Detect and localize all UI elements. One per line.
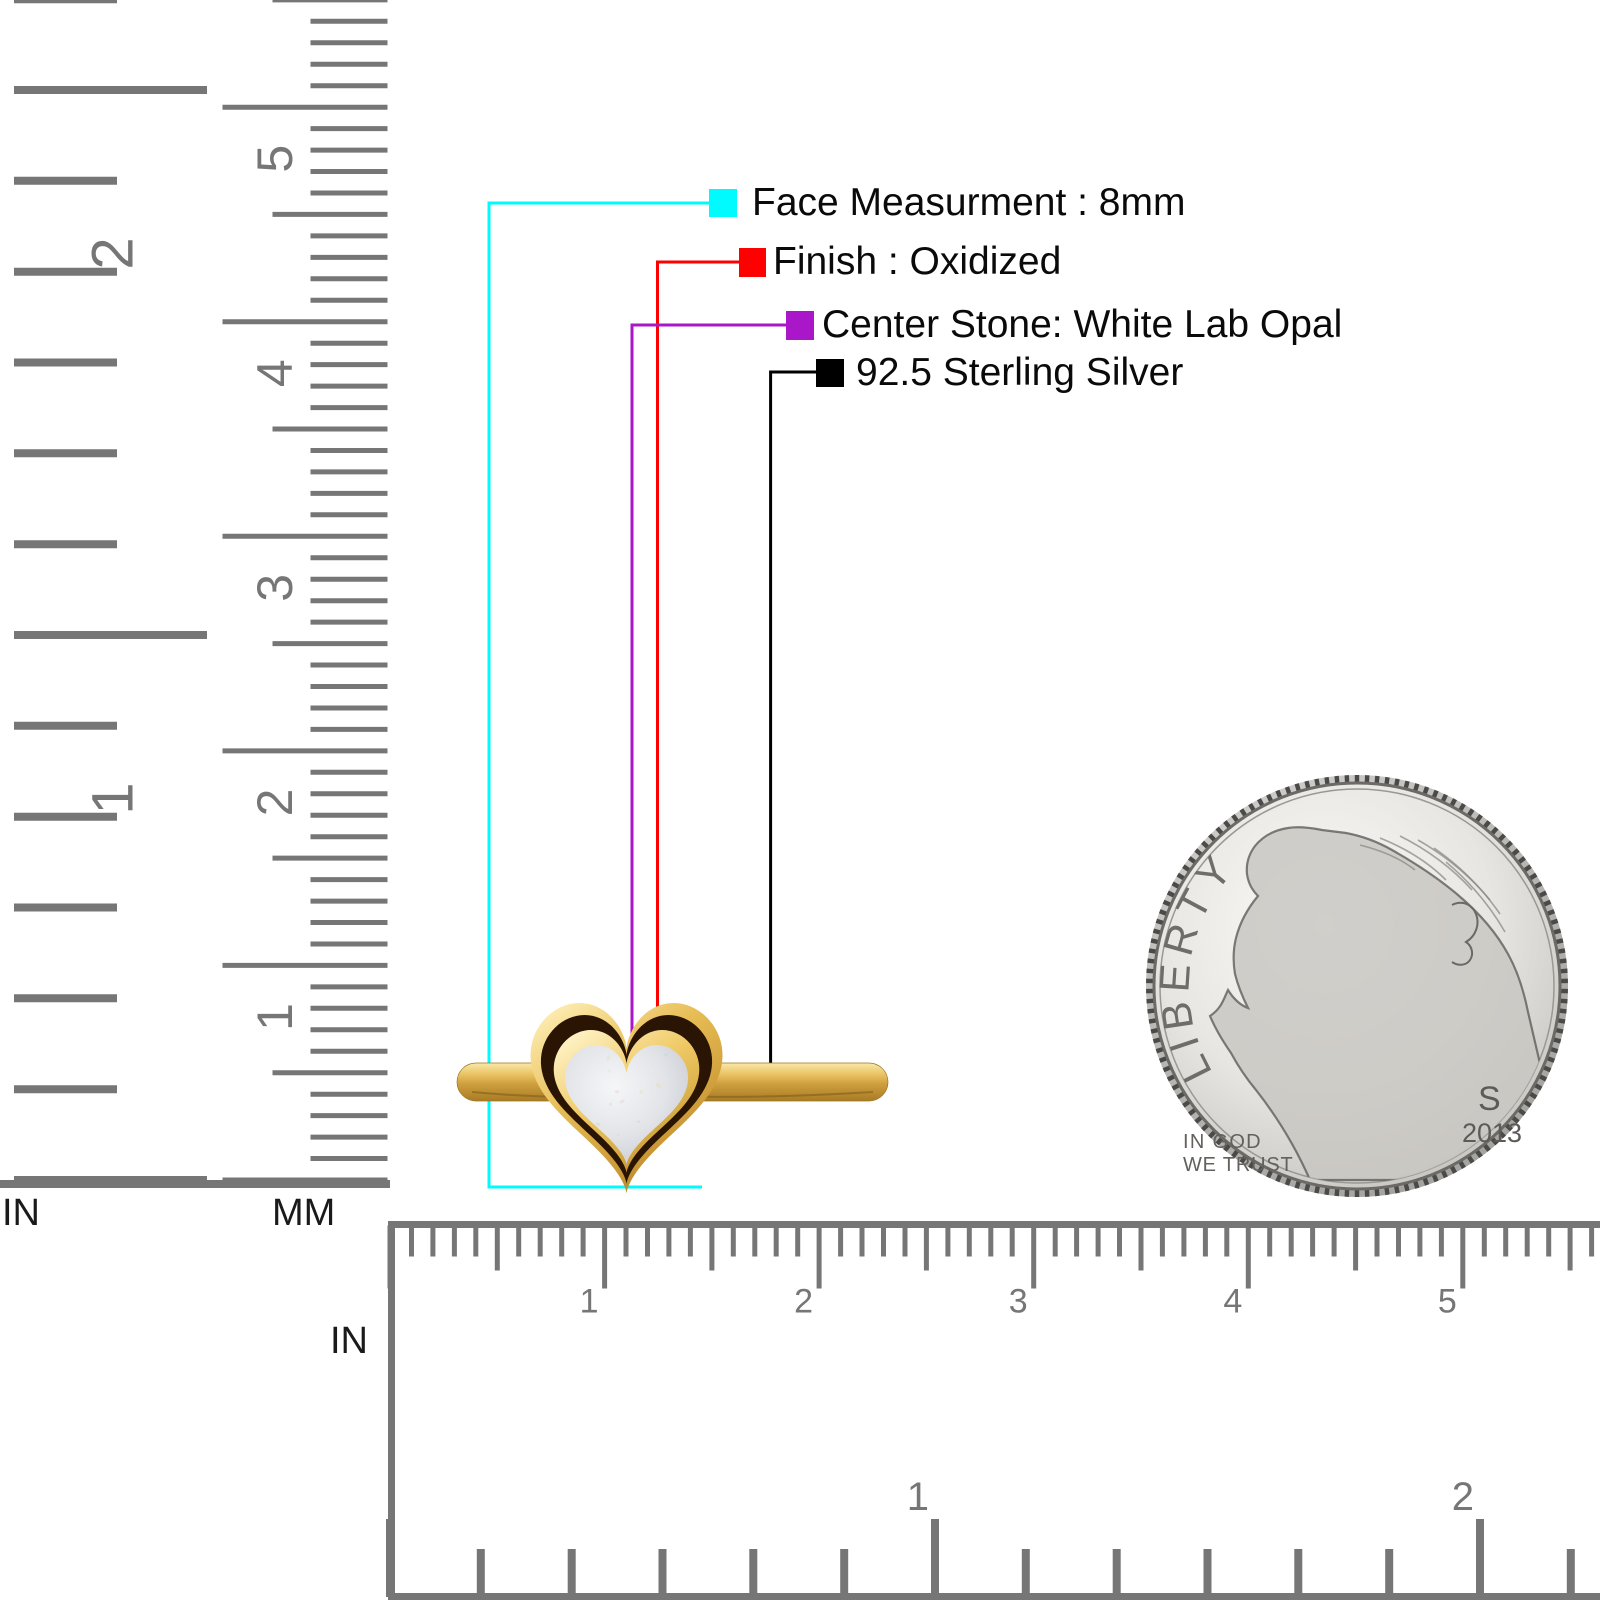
svg-text:S: S [1478,1080,1501,1118]
svg-text:IN GOD: IN GOD [1183,1131,1262,1153]
svg-text:2: 2 [1452,1475,1474,1519]
svg-text:2013: 2013 [1462,1118,1522,1148]
svg-text:WE TRUST: WE TRUST [1183,1154,1293,1176]
svg-text:1: 1 [907,1475,929,1519]
